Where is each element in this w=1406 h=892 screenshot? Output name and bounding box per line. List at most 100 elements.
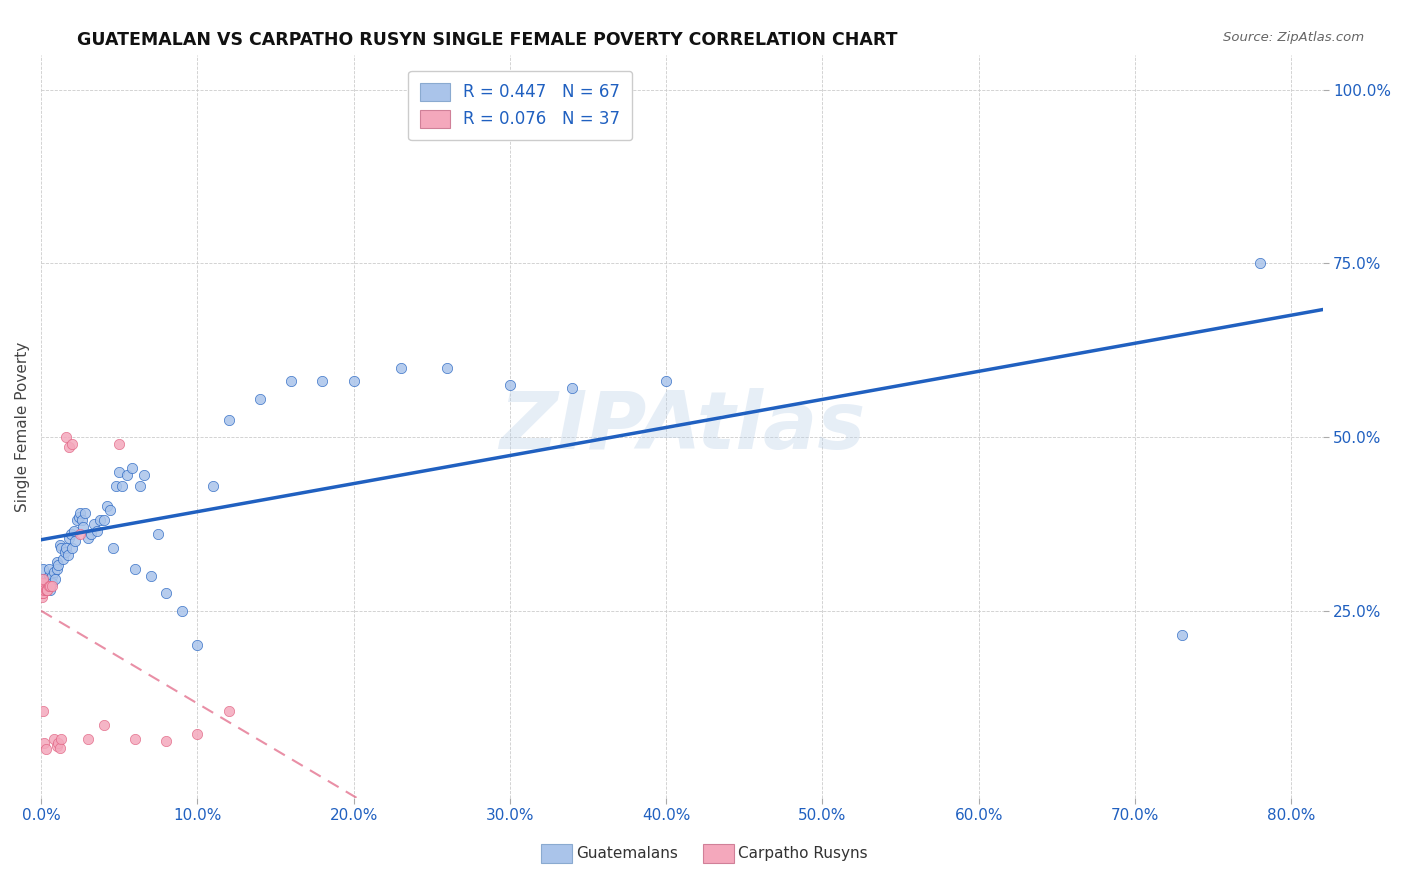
Point (108, 465, 131, 479)
Point (561, 381, 583, 395)
Point (31, 575, 53, 590)
Point (31, 582, 53, 597)
Point (148, 527, 170, 541)
Text: ZIPAtlas: ZIPAtlas (499, 388, 865, 466)
Point (128, 478, 150, 492)
Point (31, 590, 53, 604)
Point (89, 513, 111, 527)
Point (72, 520, 94, 534)
Text: Guatemalans: Guatemalans (576, 847, 678, 861)
Point (218, 412, 240, 426)
Point (186, 638, 208, 652)
Point (98, 503, 121, 517)
Point (35, 572, 58, 586)
Point (53, 544, 76, 558)
Point (31, 586, 53, 600)
Point (39, 582, 62, 597)
Point (56, 548, 79, 562)
Point (115, 468, 138, 483)
Point (41, 579, 63, 593)
Point (45, 562, 67, 576)
Point (32, 582, 55, 597)
Point (105, 478, 128, 492)
Point (58, 531, 80, 545)
Point (66, 513, 89, 527)
Point (1249, 256, 1271, 270)
Point (134, 468, 156, 483)
Point (49, 741, 72, 756)
Point (69, 527, 91, 541)
Point (35, 582, 58, 597)
Point (280, 375, 302, 389)
Point (46, 735, 69, 749)
Point (77, 732, 100, 747)
Point (70, 513, 93, 527)
Point (101, 541, 124, 555)
Point (111, 478, 134, 492)
Point (38, 569, 60, 583)
Point (55, 541, 77, 555)
Point (170, 604, 193, 618)
Point (155, 734, 177, 748)
Point (65, 534, 87, 549)
Point (49, 538, 72, 552)
Point (58, 441, 80, 455)
Point (96, 500, 118, 514)
Point (80, 527, 103, 541)
Point (59, 527, 82, 541)
Point (30, 575, 52, 590)
Point (389, 360, 412, 375)
Point (83, 516, 105, 531)
Legend: R = 0.447   N = 67, R = 0.076   N = 37: R = 0.447 N = 67, R = 0.076 N = 37 (408, 70, 631, 140)
Point (31, 582, 53, 597)
Point (311, 375, 333, 389)
Point (93, 513, 115, 527)
Point (93, 718, 115, 732)
Text: GUATEMALAN VS CARPATHO RUSYN SINGLE FEMALE POVERTY CORRELATION CHART: GUATEMALAN VS CARPATHO RUSYN SINGLE FEMA… (77, 31, 898, 49)
Point (52, 551, 75, 566)
Point (42, 566, 65, 580)
Point (45, 739, 67, 753)
Point (69, 507, 91, 521)
Point (77, 531, 100, 545)
Point (186, 727, 208, 741)
Point (45, 555, 67, 569)
Point (63, 524, 86, 538)
Text: Carpatho Rusyns: Carpatho Rusyns (738, 847, 868, 861)
Point (31, 572, 53, 586)
Point (73, 507, 96, 521)
Point (41, 569, 63, 583)
Point (38, 562, 60, 576)
Point (139, 569, 162, 583)
Point (51, 732, 73, 747)
Point (67, 509, 90, 524)
Point (44, 572, 66, 586)
Point (655, 375, 678, 389)
Point (86, 524, 108, 538)
Y-axis label: Single Female Poverty: Single Female Poverty (15, 342, 30, 512)
Point (37, 582, 59, 597)
Point (31, 586, 53, 600)
Point (31, 562, 53, 576)
Point (218, 704, 240, 718)
Point (42, 732, 65, 747)
Point (31, 582, 53, 597)
Point (32, 579, 55, 593)
Point (31, 579, 53, 593)
Point (60, 437, 83, 451)
Point (32, 704, 55, 718)
Point (35, 742, 58, 756)
Point (436, 360, 458, 375)
Point (121, 461, 143, 475)
Point (499, 378, 522, 392)
Point (202, 478, 225, 492)
Point (55, 430, 77, 444)
Point (60, 541, 83, 555)
Point (249, 392, 271, 406)
Point (51, 541, 73, 555)
Point (37, 575, 59, 590)
Point (46, 558, 69, 573)
Point (155, 586, 177, 600)
Point (39, 572, 62, 586)
Point (37, 582, 59, 597)
